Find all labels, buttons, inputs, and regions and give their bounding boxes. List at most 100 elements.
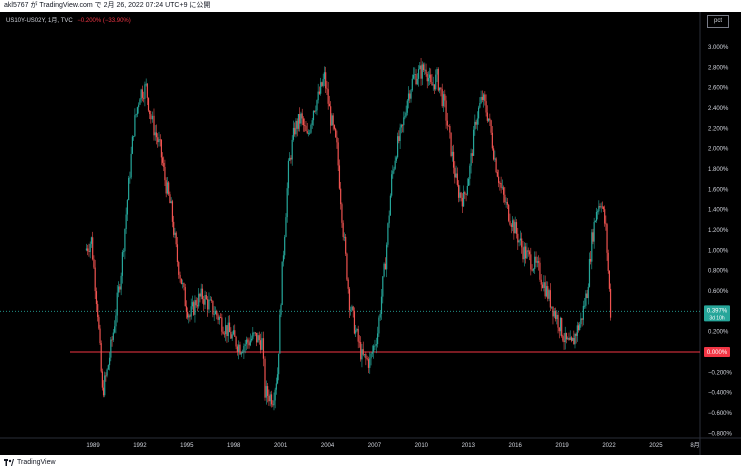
candle-body	[316, 100, 318, 111]
candle-body	[235, 336, 237, 347]
candle-body	[543, 282, 545, 288]
candle-body	[436, 69, 438, 75]
candle-body	[302, 118, 305, 126]
candle-body	[304, 125, 306, 126]
candle-body	[92, 237, 94, 260]
candle-body	[532, 269, 535, 271]
candle-body	[160, 139, 163, 158]
symbol-change: −0.200% (−33.90%)	[77, 18, 131, 24]
candle-body	[391, 174, 393, 196]
candle-body	[405, 112, 407, 116]
candle-body	[222, 331, 224, 334]
candle-body	[191, 302, 194, 307]
candle-body	[409, 93, 411, 99]
candle-body	[511, 220, 514, 227]
candle-body	[353, 310, 356, 334]
candle-body	[355, 330, 357, 334]
candle-body	[400, 124, 402, 128]
price-scale-unit-button[interactable]: pct	[707, 15, 729, 28]
candle-body	[330, 106, 332, 126]
candle-body	[321, 82, 323, 86]
candle-body	[435, 74, 437, 90]
candle-body	[562, 336, 564, 341]
candle-body	[564, 332, 566, 343]
candle-body	[361, 349, 363, 360]
publish-text: akl5767 が TradingView.com で 2月 26, 2022 …	[4, 2, 211, 9]
candle-body	[315, 110, 317, 112]
candle-body	[296, 120, 298, 129]
candle-body	[608, 270, 610, 289]
candle-body	[305, 125, 307, 132]
candle-body	[332, 115, 334, 126]
candle-body	[207, 299, 209, 310]
candle-body	[89, 243, 91, 252]
candle-body	[370, 353, 372, 359]
candle-body	[389, 195, 392, 216]
candle-body	[495, 158, 497, 173]
candle-body	[374, 345, 376, 347]
candle-body	[341, 204, 343, 223]
candle-body	[221, 317, 223, 332]
candle-body	[601, 206, 603, 208]
candle-body	[154, 132, 156, 136]
candle-body	[527, 250, 529, 252]
price-chart-svg[interactable]: 3.000% 2.800% 2.600% 2.400% 2.200% 2.000% 1.80…	[0, 12, 741, 455]
candle-body	[345, 236, 347, 254]
candle-body	[146, 83, 148, 98]
candle-body	[588, 258, 591, 287]
candle-body	[193, 302, 195, 315]
candle-body	[474, 121, 476, 130]
candle-body	[356, 329, 358, 331]
candle-body	[290, 157, 292, 160]
candle-body	[126, 200, 128, 215]
candle-body	[456, 173, 458, 185]
candle-body	[540, 279, 542, 285]
candle-body	[422, 64, 425, 71]
candle-body	[579, 324, 581, 331]
candle-body	[365, 354, 367, 359]
chart-pane[interactable]: 3.000% 2.800% 2.600% 2.400% 2.200% 2.000% 1.80…	[0, 12, 741, 455]
price-tick-label: 1.000%	[708, 248, 729, 254]
candle-body	[563, 340, 565, 343]
candle-body	[427, 77, 429, 82]
candle-body	[499, 182, 501, 184]
candle-body	[234, 330, 236, 337]
candle-body	[362, 349, 364, 355]
candle-body	[306, 131, 308, 134]
candle-body	[105, 375, 107, 377]
candle-body	[147, 97, 150, 111]
candle-body	[426, 73, 428, 82]
candle-body	[373, 345, 375, 352]
candle-body	[496, 172, 498, 177]
candle-body	[607, 252, 609, 271]
price-tick-label: 0.200%	[708, 330, 729, 336]
candle-body	[536, 261, 538, 263]
candle-body	[125, 214, 127, 230]
candle-body	[300, 113, 302, 124]
candle-body	[309, 132, 311, 134]
candle-body	[604, 209, 606, 224]
candle-body	[102, 387, 105, 396]
candle-body	[279, 314, 281, 354]
candle-body	[295, 120, 297, 135]
candle-body	[599, 206, 601, 208]
price-tick-label: −0.800%	[708, 431, 733, 437]
candle-body	[166, 182, 169, 194]
candle-body	[407, 93, 410, 101]
candle-body	[129, 177, 131, 179]
candle-body	[508, 204, 510, 221]
candle-body	[254, 332, 256, 334]
footer-brand-text: TradingView	[17, 459, 56, 466]
candle-body	[553, 311, 555, 317]
candle-body	[284, 236, 286, 256]
candle-body	[185, 306, 188, 312]
candle-body	[157, 137, 159, 143]
candle-body	[228, 322, 231, 333]
candle-body	[447, 125, 450, 127]
candle-body	[414, 74, 416, 75]
candle-body	[265, 386, 267, 398]
candle-body	[459, 192, 461, 198]
candle-body	[475, 121, 477, 125]
candle-body	[416, 78, 418, 85]
candle-body	[153, 115, 155, 136]
